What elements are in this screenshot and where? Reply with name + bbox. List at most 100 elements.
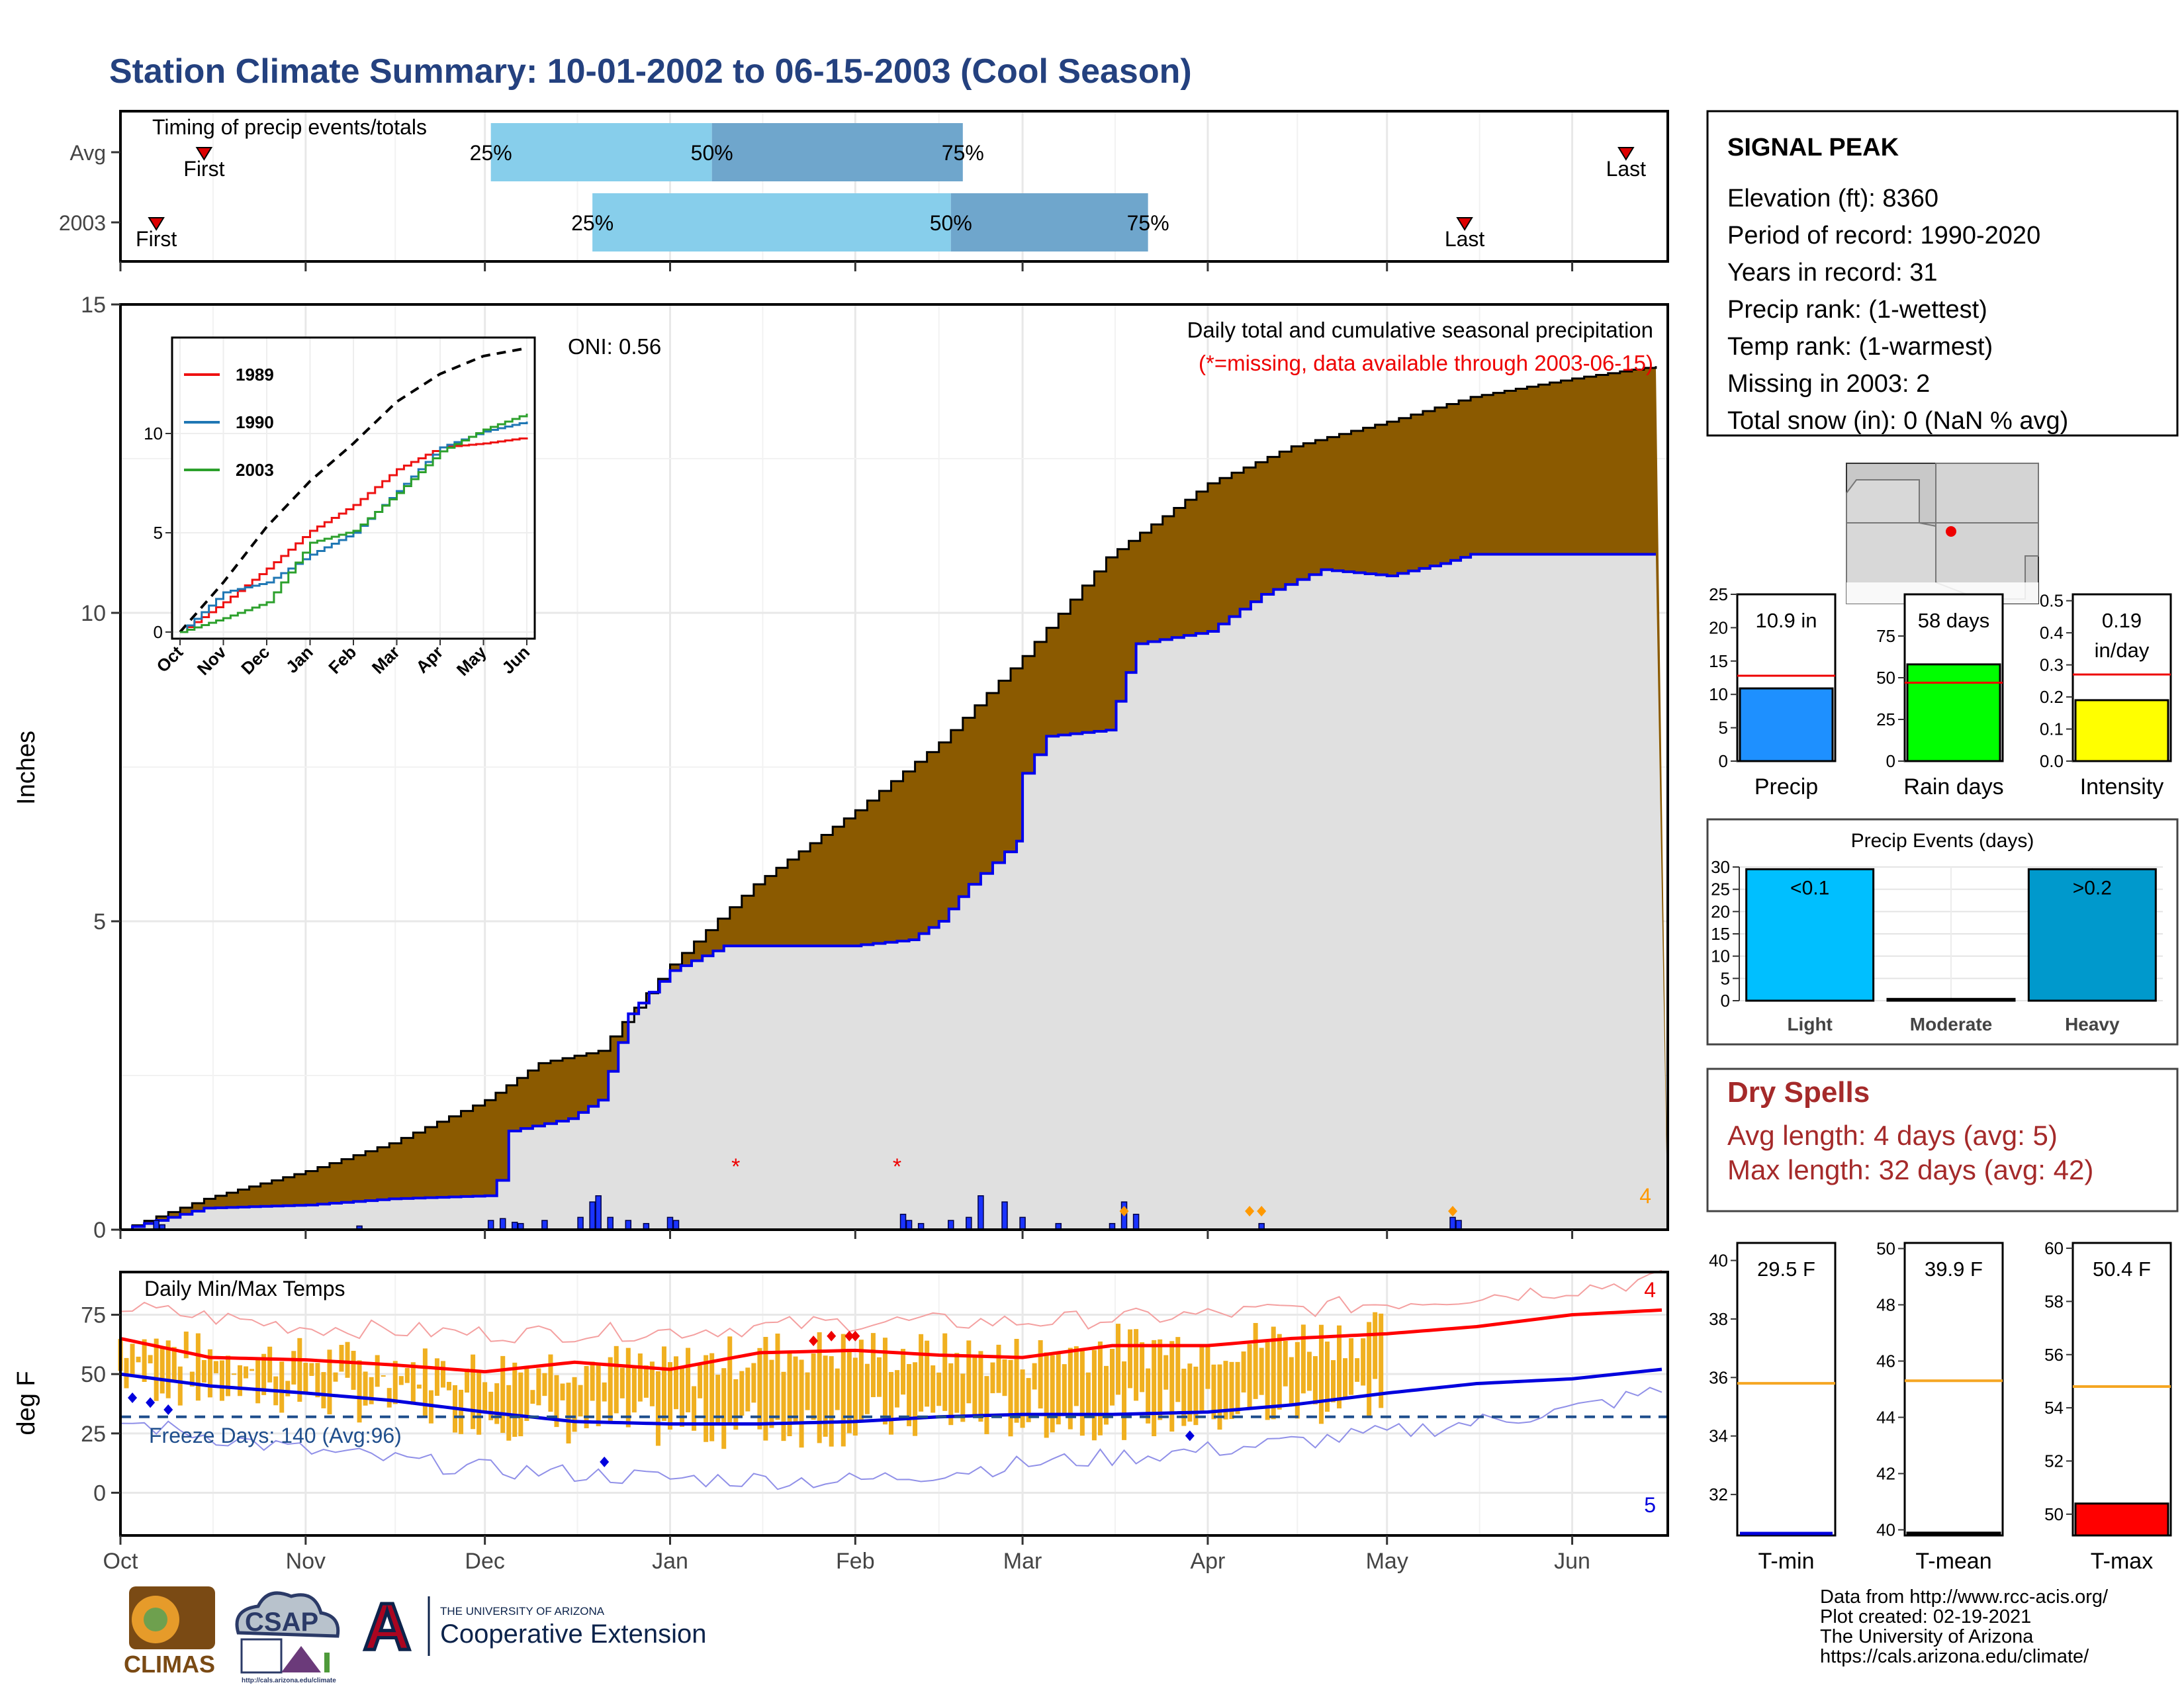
temp-daily-bar-75 (566, 1383, 571, 1443)
station-line-temp-rank: Temp rank: (1-warmest) (1727, 333, 1993, 361)
temp-daily-bar-126 (870, 1333, 876, 1398)
temp-daily-bar-51 (422, 1348, 428, 1417)
daily-precip-bar-27 (1132, 1213, 1140, 1230)
temp-daily-bar-74 (560, 1383, 565, 1400)
snow-marker-1 (1245, 1206, 1255, 1217)
events-ytick-label-0: 0 (1721, 991, 1730, 1011)
temp-daily-bar-12 (189, 1371, 195, 1387)
temp-daily-bar-128 (882, 1338, 887, 1425)
normal-tmax-line (120, 1308, 1662, 1374)
precip-corner-count: 4 (1639, 1184, 1651, 1208)
temp-daily-bar-32 (309, 1363, 314, 1376)
temp-daily-bar-59 (471, 1354, 476, 1430)
temp-daily-bar-1 (124, 1357, 129, 1389)
temp-bar-ytick-label-1-3: 46 (1876, 1351, 1895, 1371)
temp-daily-bar-180 (1193, 1366, 1199, 1426)
precip-ytick-label-2: 10 (81, 601, 106, 626)
record-high-marker-3 (850, 1330, 860, 1342)
mini-bar-ytick-label-0-0: 0 (1719, 751, 1728, 771)
temp-daily-bar-20 (238, 1365, 243, 1396)
temp-daily-bar-99 (709, 1353, 715, 1441)
mini-bar-value-label-1: 58 days (1918, 609, 1990, 632)
station-line-period: Period of record: 1990-2020 (1727, 222, 2040, 250)
temp-daily-bar-61 (482, 1382, 488, 1413)
xaxis-tick-label-0: Oct (103, 1549, 138, 1574)
temp-daily-bar-139 (948, 1363, 954, 1426)
timing-row-label-avg: Avg (69, 141, 106, 165)
temp-daily-bar-10 (177, 1366, 183, 1406)
temp-daily-bar-174 (1158, 1339, 1163, 1420)
timing-last-marker-0 (1617, 147, 1635, 161)
temp-daily-bar-44 (381, 1375, 386, 1377)
inset-xtick-label-6: Apr (412, 642, 447, 677)
mini-bar-ytick-label-0-4: 20 (1709, 617, 1728, 637)
mini-bar-name-2: Intensity (2080, 774, 2164, 799)
record-high-marker-1 (827, 1330, 837, 1342)
daily-precip-bar-4 (499, 1218, 506, 1230)
xaxis-tick-label-8: Jun (1554, 1549, 1590, 1574)
mini-bar-value-label2-2: in/day (2095, 639, 2150, 662)
temp-daily-bar-71 (542, 1373, 547, 1396)
temp-daily-bar-104 (739, 1371, 745, 1416)
temp-daily-bar-173 (1152, 1340, 1157, 1437)
daily-precip-bar-3 (487, 1220, 494, 1230)
temp-daily-bar-168 (1122, 1361, 1127, 1440)
temp-panel-frame (119, 1271, 1669, 1537)
mini-bar-ytick-label-2-0: 0.0 (2040, 751, 2064, 771)
temp-daily-bar-133 (913, 1362, 918, 1436)
daily-precip-bar-23 (1019, 1216, 1026, 1230)
timing-row-label-2003: 2003 (59, 211, 106, 235)
temp-daily-bar-171 (1140, 1342, 1145, 1392)
temp-daily-bar-155 (1044, 1352, 1049, 1438)
temp-daily-bar-166 (1109, 1348, 1115, 1406)
temp-daily-bar-188 (1241, 1351, 1246, 1392)
temp-daily-bar-27 (279, 1361, 285, 1413)
logo-strip: CLIMAS CSAP http://cals.arizona.edu/clim… (109, 1583, 745, 1686)
record-high-marker-0 (809, 1335, 819, 1346)
timing-label-50-1: 50% (930, 211, 972, 235)
temp-daily-bar-111 (781, 1371, 786, 1441)
oni-label: ONI: 0.56 (568, 334, 661, 359)
temp-daily-bar-6 (154, 1338, 159, 1401)
snow-marker-0 (1119, 1206, 1129, 1217)
station-line-elevation: Elevation (ft): 8360 (1727, 185, 1938, 212)
events-ytick-label-3: 15 (1711, 924, 1730, 944)
normal-precip-line (120, 553, 1656, 1231)
temp-daily-bar-69 (530, 1390, 535, 1404)
station-location-dot (1946, 526, 1956, 537)
csap-cactus (324, 1653, 330, 1672)
temp-daily-bar-185 (1223, 1361, 1228, 1420)
temp-daily-bar-181 (1199, 1346, 1205, 1411)
temp-daily-bar-17 (219, 1360, 224, 1401)
temp-daily-bar-9 (171, 1347, 177, 1382)
temp-daily-bar-117 (817, 1332, 822, 1443)
daily-precip-bar-17 (905, 1220, 913, 1230)
temp-daily-bar-55 (446, 1381, 451, 1391)
record-high-line (120, 1269, 1662, 1344)
temp-daily-bar-67 (518, 1372, 523, 1437)
xaxis-tick-label-5: Mar (1003, 1549, 1042, 1574)
mini-bar-ytick-label-2-5: 0.5 (2040, 591, 2064, 611)
timing-bar-q25-q50-0 (490, 123, 712, 181)
temp-daily-bar-87 (637, 1353, 643, 1402)
timing-bar-q50-q75-0 (711, 123, 963, 181)
temp-daily-bar-40 (357, 1360, 362, 1423)
temp-daily-bar-175 (1163, 1355, 1169, 1390)
temp-daily-bar-113 (793, 1356, 798, 1423)
temp-bar-ytick-label-0-2: 36 (1709, 1367, 1728, 1387)
temp-daily-bar-124 (858, 1340, 864, 1422)
page-title: Station Climate Summary: 10-01-2002 to 0… (109, 52, 1192, 91)
temp-daily-bar-70 (536, 1368, 541, 1406)
temp-daily-bar-122 (846, 1348, 852, 1434)
temp-bar-ytick-label-0-0: 32 (1709, 1484, 1728, 1504)
precip-panel: * * 0 5 10 15 Inches Daily total and cumulat… (13, 293, 1669, 1243)
temp-daily-bar-107 (757, 1347, 762, 1430)
events-ytick-label-6: 30 (1711, 857, 1730, 877)
temp-daily-bar-163 (1091, 1349, 1097, 1441)
precip-ytick-label-0: 0 (93, 1218, 106, 1243)
temp-daily-bar-47 (398, 1376, 404, 1385)
credit-url: https://cals.arizona.edu/climate/ (1820, 1646, 2089, 1667)
snow-marker-2 (1257, 1206, 1267, 1217)
temp-bar-value-label-1: 39.9 F (1925, 1257, 1983, 1281)
temp-daily-bar-77 (578, 1385, 583, 1417)
